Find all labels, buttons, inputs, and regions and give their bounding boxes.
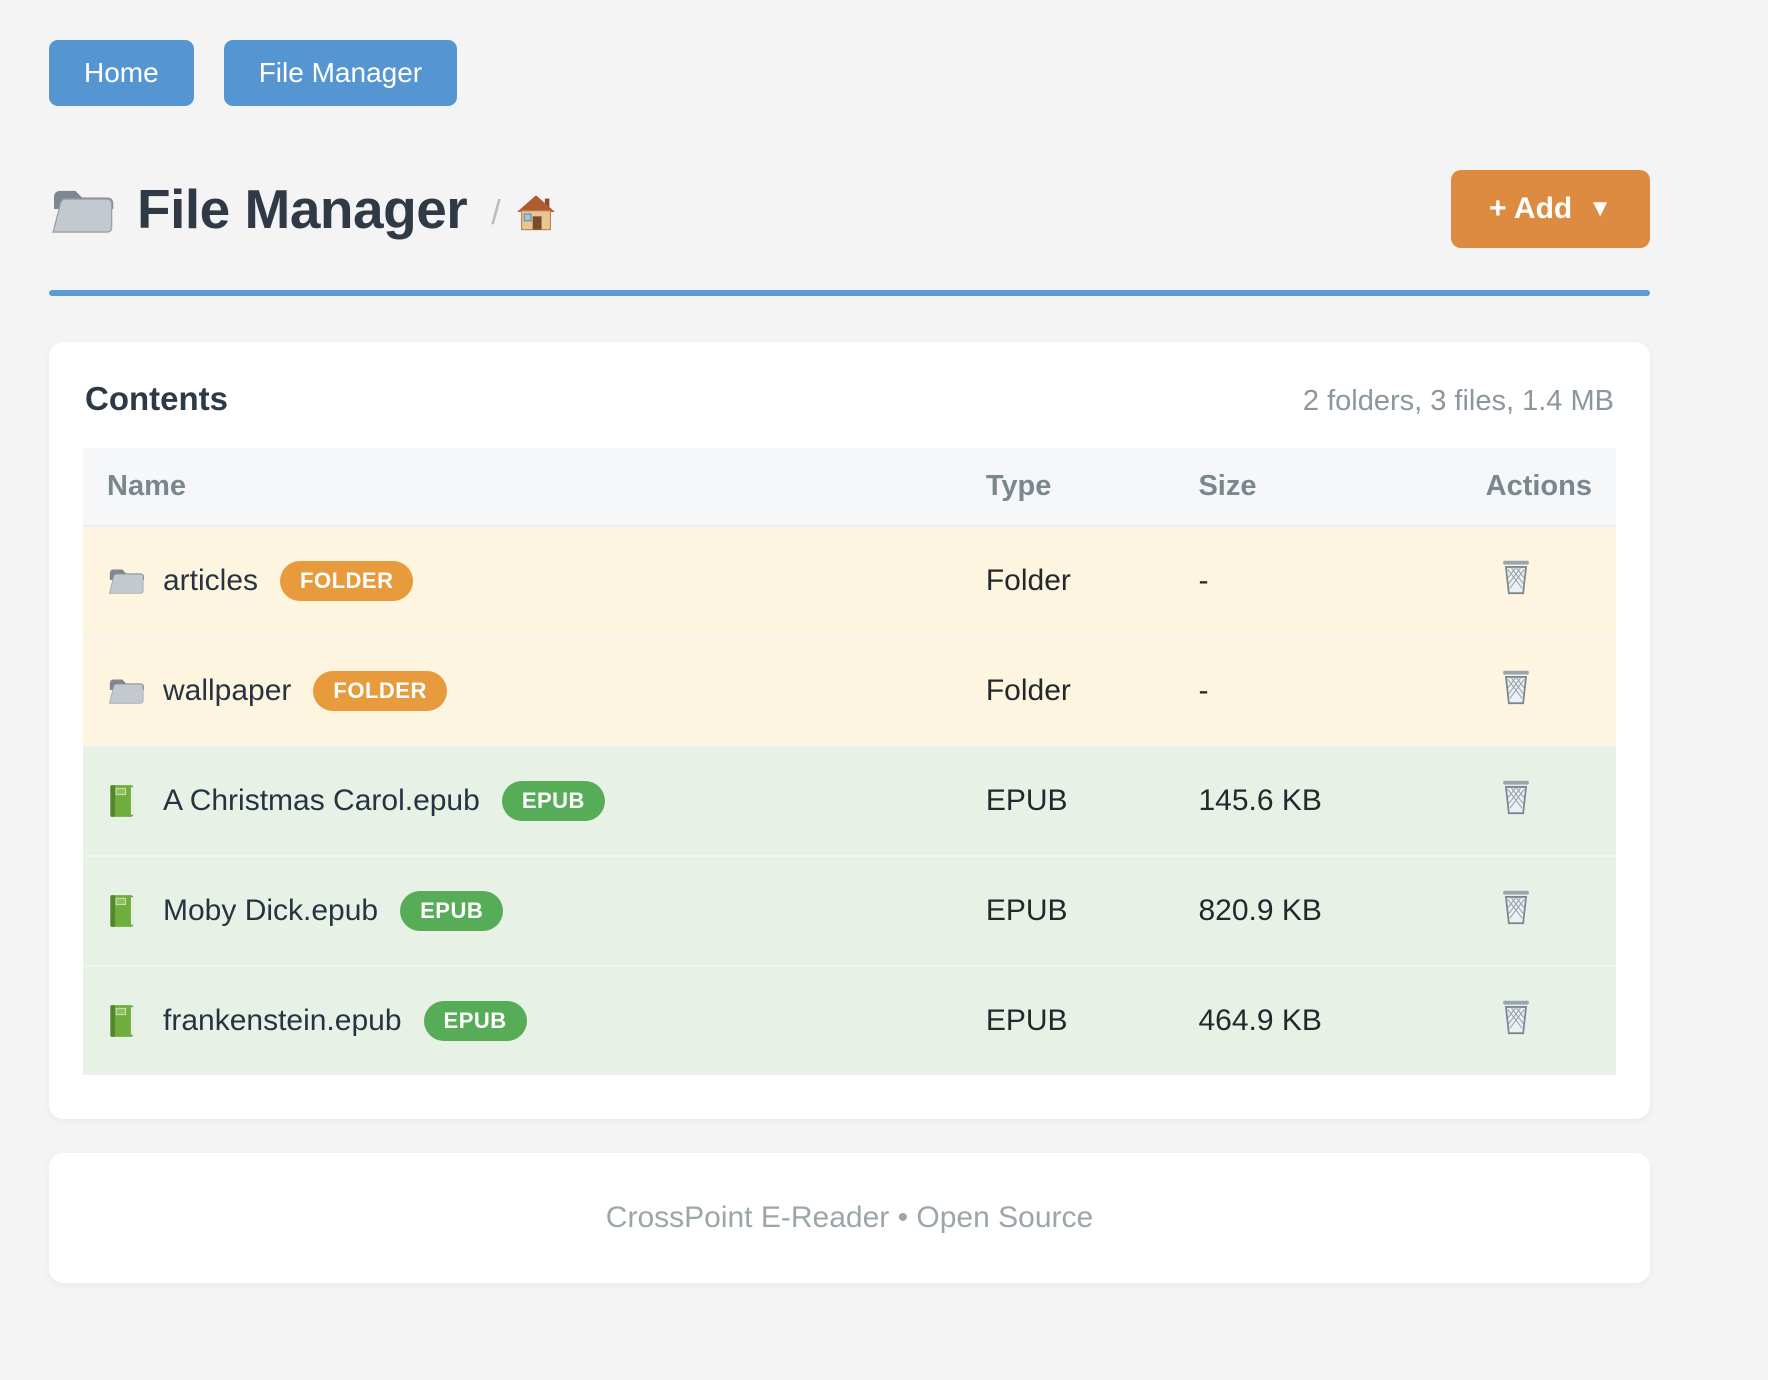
column-header-size: Size — [1174, 448, 1462, 527]
footer-text: CrossPoint E-Reader • Open Source — [605, 1201, 1094, 1234]
contents-title: Contents — [85, 380, 228, 417]
contents-table-head: Name Type Size Actions — [83, 448, 1616, 527]
delete-button[interactable] — [1486, 558, 1534, 599]
folder-icon — [49, 181, 115, 237]
trash-icon — [1498, 668, 1534, 709]
title-wrap: File Manager / — [49, 177, 557, 241]
delete-button[interactable] — [1486, 888, 1534, 929]
trash-icon — [1498, 778, 1534, 819]
contents-panel: Contents 2 folders, 3 files, 1.4 MB Name… — [49, 342, 1650, 1119]
breadcrumb-separator: / — [491, 193, 501, 232]
nav-home-button[interactable]: Home — [49, 40, 194, 106]
delete-button[interactable] — [1486, 668, 1534, 709]
green-book-icon — [107, 783, 145, 819]
column-header-type: Type — [961, 448, 1175, 527]
file-name: wallpaper — [163, 674, 292, 707]
footer: CrossPoint E-Reader • Open Source — [49, 1153, 1650, 1283]
contents-table: Name Type Size Actions — [83, 448, 1616, 1075]
type-badge: FOLDER — [313, 671, 447, 711]
column-header-actions: Actions — [1461, 448, 1616, 527]
house-icon[interactable] — [515, 193, 557, 233]
page-container: Home File Manager File Manager / — [49, 0, 1650, 1283]
title-underline — [49, 290, 1650, 296]
add-button-label: + Add — [1489, 192, 1573, 225]
delete-button[interactable] — [1486, 998, 1534, 1039]
add-button[interactable]: + Add ▼ — [1451, 170, 1650, 248]
delete-button[interactable] — [1486, 778, 1534, 819]
nav-file-manager-button[interactable]: File Manager — [223, 40, 458, 106]
caret-down-icon: ▼ — [1588, 195, 1612, 222]
green-book-icon — [107, 1003, 145, 1039]
type-cell: Folder — [961, 526, 1175, 636]
table-row[interactable]: wallpaper FOLDER Folder - — [83, 636, 1616, 746]
page-header: File Manager / + Add ▼ — [49, 170, 1650, 248]
green-book-icon — [107, 893, 145, 929]
table-row[interactable]: Moby Dick.epub EPUB EPUB 820.9 KB — [83, 856, 1616, 966]
type-cell: EPUB — [961, 746, 1175, 856]
size-cell: - — [1174, 526, 1462, 636]
contents-table-body: articles FOLDER Folder - — [83, 526, 1616, 1075]
contents-panel-header: Contents 2 folders, 3 files, 1.4 MB — [83, 380, 1616, 418]
folder-icon — [107, 563, 145, 599]
size-cell: 145.6 KB — [1174, 746, 1462, 856]
page-title: File Manager — [137, 178, 468, 240]
contents-summary: 2 folders, 3 files, 1.4 MB — [1302, 385, 1614, 417]
trash-icon — [1498, 998, 1534, 1039]
type-badge: EPUB — [400, 891, 504, 931]
file-name: A Christmas Carol.epub — [163, 784, 480, 817]
folder-icon — [107, 673, 145, 709]
top-nav: Home File Manager — [49, 40, 1650, 106]
file-name: frankenstein.epub — [163, 1004, 402, 1037]
trash-icon — [1498, 558, 1534, 599]
type-cell: EPUB — [961, 966, 1175, 1075]
type-badge: FOLDER — [280, 561, 414, 601]
size-cell: - — [1174, 636, 1462, 746]
type-cell: Folder — [961, 636, 1175, 746]
type-badge: EPUB — [501, 781, 605, 821]
trash-icon — [1498, 888, 1534, 929]
table-row[interactable]: articles FOLDER Folder - — [83, 526, 1616, 636]
table-row[interactable]: frankenstein.epub EPUB EPUB 464.9 KB — [83, 966, 1616, 1075]
file-name: articles — [163, 564, 259, 597]
file-name: Moby Dick.epub — [163, 894, 379, 927]
type-badge: EPUB — [423, 1001, 527, 1041]
column-header-name: Name — [83, 448, 962, 527]
table-row[interactable]: A Christmas Carol.epub EPUB EPUB 145.6 K… — [83, 746, 1616, 856]
size-cell: 820.9 KB — [1174, 856, 1462, 966]
size-cell: 464.9 KB — [1174, 966, 1462, 1075]
type-cell: EPUB — [961, 856, 1175, 966]
